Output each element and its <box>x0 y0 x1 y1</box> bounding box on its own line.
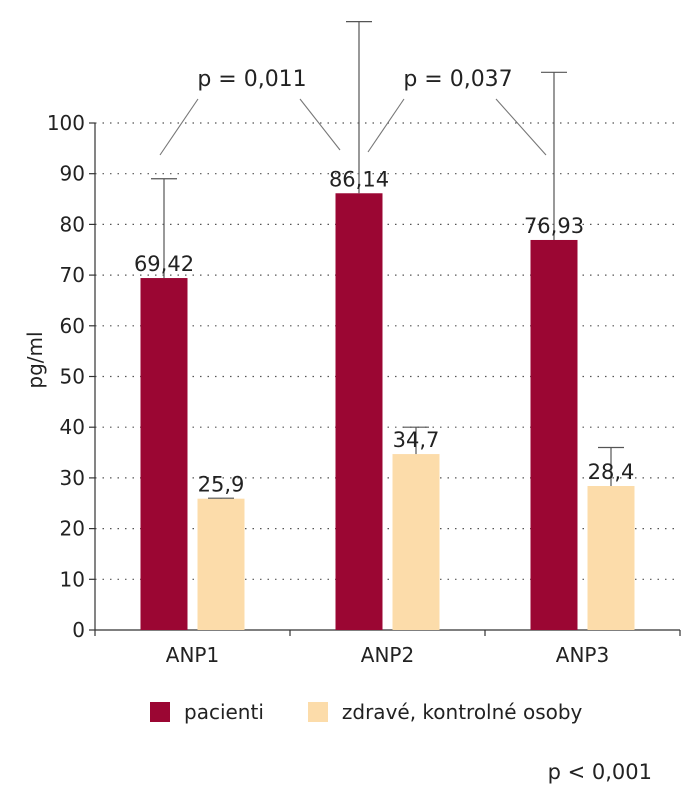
data-label-anp1-1: 25,9 <box>198 473 245 497</box>
legend-item-pacienti: pacienti <box>150 700 264 724</box>
p-value-annotation-2: p = 0,037 <box>403 67 512 92</box>
annotation-connector-right-2 <box>495 98 547 156</box>
y-tick-label-100: 100 <box>47 111 85 135</box>
y-tick-label-40: 40 <box>60 415 85 439</box>
y-tick-label-80: 80 <box>60 212 85 236</box>
data-label-anp3-1: 28,4 <box>588 460 635 484</box>
p-value-annotation-1: p = 0,011 <box>197 67 306 92</box>
bar-anp3-pacienti <box>530 239 578 630</box>
bars <box>140 193 635 630</box>
gridlines <box>95 122 680 580</box>
y-tick-label-90: 90 <box>60 162 85 186</box>
y-tick-label-30: 30 <box>60 466 85 490</box>
y-tick-label-70: 70 <box>60 263 85 287</box>
x-tick-label-anp2: ANP2 <box>361 643 414 667</box>
bar-anp2-kontrolne-osoby <box>392 454 440 630</box>
axes: 0 10 20 30 40 50 60 70 80 90 100 ANP1 ANP2 ANP3 <box>47 111 681 667</box>
legend-item-kontrolne-osoby: zdravé, kontrolné osoby <box>307 700 583 724</box>
y-tick-label-50: 50 <box>60 365 85 389</box>
legend: pacienti zdravé, kontrolné osoby <box>150 700 626 724</box>
data-label-anp2-0: 86,14 <box>329 167 389 191</box>
legend-swatch-pacienti <box>150 702 170 722</box>
data-labels: 69,42 25,9 86,14 34,7 76,93 28,4 <box>134 167 634 496</box>
data-label-anp1-0: 69,42 <box>134 252 194 276</box>
bar-anp1-kontrolne-osoby <box>197 498 245 630</box>
annotation-connector-left-1 <box>159 98 199 156</box>
bar-anp2-pacienti <box>335 193 383 630</box>
legend-label-kontrolne-osoby: zdravé, kontrolné osoby <box>341 700 583 724</box>
y-tick-label-10: 10 <box>60 567 85 591</box>
data-label-anp2-1: 34,7 <box>393 428 440 452</box>
annotation-connector-right-1 <box>299 98 341 151</box>
y-tick-label-20: 20 <box>60 517 85 541</box>
data-label-anp3-0: 76,93 <box>524 214 584 238</box>
legend-label-pacienti: pacienti <box>184 700 264 724</box>
bar-anp1-pacienti <box>140 278 188 630</box>
y-tick-label-0: 0 <box>72 618 85 642</box>
bar-anp3-kontrolne-osoby <box>587 486 635 630</box>
footnote-p-value: p < 0,001 <box>547 760 652 784</box>
x-tick-label-anp1: ANP1 <box>166 643 219 667</box>
significance-annotations: p = 0,011 p = 0,037 <box>159 67 547 156</box>
error-bars <box>151 21 624 499</box>
legend-swatch-kontrolne-osoby <box>307 702 328 722</box>
annotation-connector-left-2 <box>367 98 405 153</box>
y-axis-title: pg/ml <box>23 331 47 388</box>
y-tick-label-60: 60 <box>60 314 85 338</box>
x-tick-label-anp3: ANP3 <box>556 643 609 667</box>
